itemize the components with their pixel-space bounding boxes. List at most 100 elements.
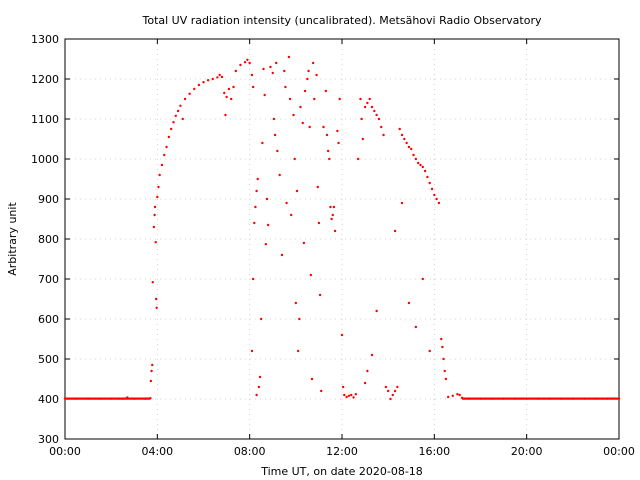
data-point	[256, 177, 259, 181]
data-point	[309, 273, 313, 277]
x-tick-label: 16:00	[418, 445, 450, 458]
data-point	[350, 393, 353, 397]
data-point	[292, 113, 295, 117]
y-tick-label: 1300	[31, 33, 59, 46]
y-tick-label: 700	[38, 273, 59, 286]
data-point	[341, 385, 345, 389]
data-point	[280, 253, 284, 257]
x-tick-labels: 00:00 04:00 08:00 12:00 16:00 20:00 00:00	[49, 445, 635, 458]
x-tick-label: 20:00	[511, 445, 543, 458]
data-point	[288, 97, 292, 101]
data-point	[295, 189, 299, 193]
y-tick-label: 1000	[31, 153, 59, 166]
data-point	[283, 69, 286, 73]
data-point	[316, 185, 319, 189]
data-point	[253, 221, 256, 225]
data-point	[303, 89, 307, 93]
data-point	[284, 85, 287, 89]
data-point	[320, 389, 323, 393]
y-tick-label: 500	[38, 353, 59, 366]
data-point	[285, 201, 288, 205]
data-point	[220, 75, 224, 79]
data-point	[296, 349, 300, 353]
data-point	[251, 85, 255, 89]
data-point	[370, 105, 374, 109]
data-point	[273, 133, 277, 137]
data-point	[315, 73, 318, 77]
y-tick-label: 400	[38, 393, 59, 406]
data-point	[218, 73, 221, 77]
data-point	[446, 395, 450, 399]
data-point	[405, 141, 408, 145]
data-point	[361, 137, 364, 141]
chart-title: Total UV radiation intensity (uncalibrat…	[142, 14, 542, 27]
data-point	[206, 79, 210, 82]
data-point	[263, 93, 266, 97]
y-tick-label: 900	[38, 193, 59, 206]
data-point	[393, 389, 397, 393]
data-point	[149, 379, 153, 383]
data-point	[430, 187, 434, 191]
y-axis-label: Arbitrary unit	[6, 202, 19, 276]
data-point	[246, 58, 249, 61]
data-point	[337, 141, 340, 145]
data-points	[63, 55, 621, 401]
data-point	[248, 61, 251, 65]
data-point	[251, 277, 255, 281]
data-point	[150, 369, 153, 373]
data-point	[414, 325, 418, 329]
data-point	[437, 201, 441, 205]
data-point	[325, 133, 329, 137]
y-tick-label: 1200	[31, 73, 59, 86]
data-point	[343, 393, 346, 397]
y-tick-label: 600	[38, 313, 59, 326]
data-point	[262, 67, 265, 71]
data-point	[163, 153, 166, 157]
data-point	[179, 104, 182, 108]
y-tick-label: 1100	[31, 113, 59, 126]
data-point	[318, 293, 322, 297]
data-point	[368, 97, 371, 101]
data-point	[389, 397, 392, 401]
data-point	[275, 61, 278, 65]
data-point	[216, 76, 219, 79]
data-point	[156, 195, 159, 199]
data-point	[306, 77, 309, 81]
data-point	[257, 385, 261, 389]
data-point	[223, 91, 226, 95]
data-point	[165, 145, 168, 149]
data-point	[322, 125, 325, 129]
data-point	[188, 92, 191, 96]
data-point	[260, 317, 263, 321]
data-point	[398, 127, 401, 131]
data-point	[202, 81, 205, 84]
data-point	[261, 141, 264, 145]
data-point	[333, 229, 337, 233]
x-axis-label: Time UT, on date 2020-08-18	[260, 465, 423, 478]
data-point	[403, 137, 406, 141]
data-point	[174, 114, 177, 118]
data-point	[458, 393, 461, 397]
data-point	[386, 389, 390, 393]
y-tick-labels: 300 400 500 600 700 800 900 1000 1100 1200 1300	[31, 33, 59, 446]
data-point	[307, 69, 310, 73]
data-point	[375, 309, 378, 313]
data-point	[155, 306, 158, 309]
x-tick-label: 00:00	[49, 445, 81, 458]
data-point	[243, 61, 247, 64]
data-point	[326, 149, 330, 153]
data-point	[310, 377, 314, 381]
data-point	[239, 63, 242, 67]
data-point	[330, 217, 333, 221]
data-point	[290, 213, 293, 217]
data-point	[407, 145, 411, 149]
data-point	[400, 201, 404, 205]
data-point	[375, 113, 378, 117]
data-point	[301, 121, 304, 125]
data-point	[382, 133, 385, 137]
data-point	[352, 396, 355, 399]
data-point	[250, 349, 254, 353]
data-point	[183, 97, 187, 101]
data-point	[276, 149, 279, 153]
